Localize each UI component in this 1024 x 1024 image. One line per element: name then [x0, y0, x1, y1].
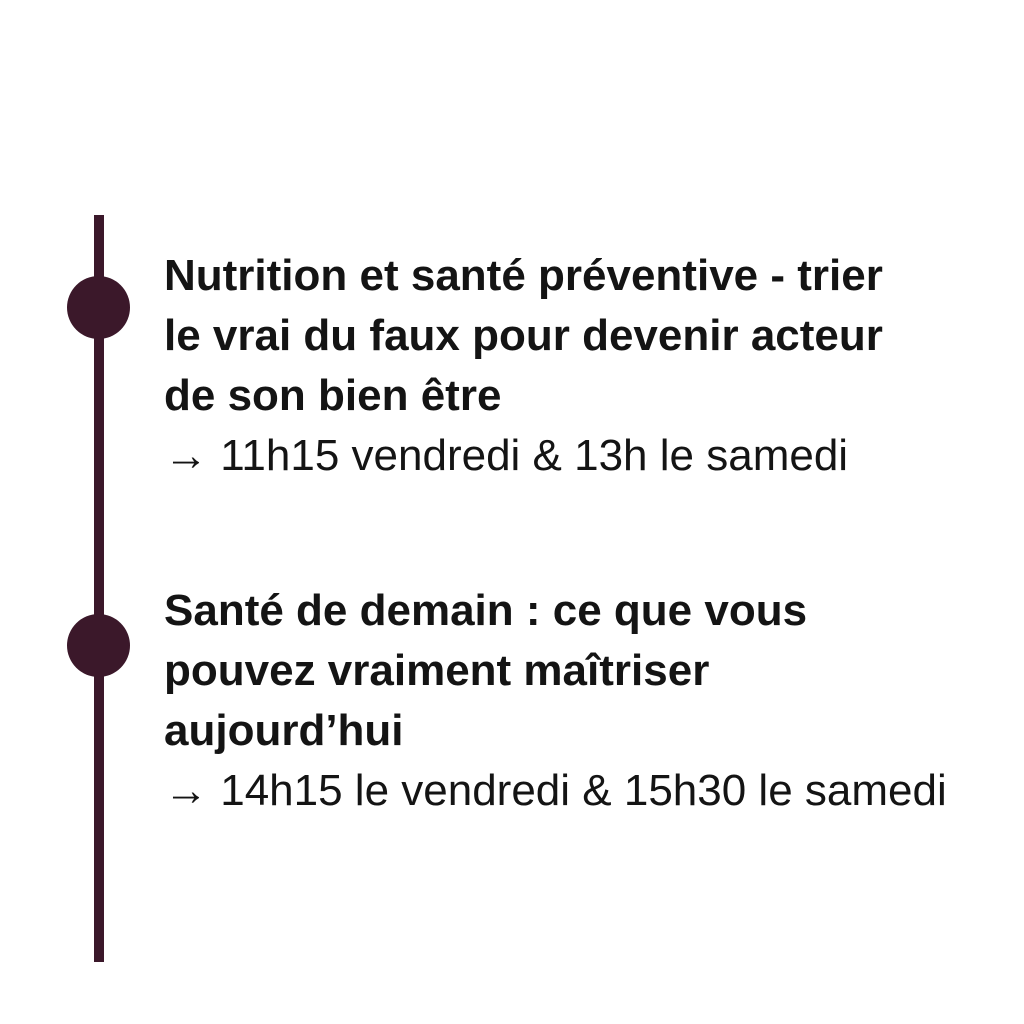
event-title-line: Nutrition et santé préventive - trier — [164, 251, 883, 300]
event-title-line: Santé de demain : ce que vous — [164, 586, 808, 635]
event-title-line: de son bien être — [164, 371, 502, 420]
event-title: Nutrition et santé préventive - trier le… — [164, 246, 883, 426]
event-schedule: → 11h15 vendredi & 13h le samedi — [164, 431, 849, 480]
event-title-line: aujourd’hui — [164, 706, 404, 755]
timeline-node-dot-1 — [67, 276, 130, 339]
event-block-2: Santé de demain : ce que vous pouvez vra… — [164, 581, 947, 821]
event-block-1: Nutrition et santé préventive - trier le… — [164, 246, 883, 486]
timeline-node-dot-2 — [67, 614, 130, 677]
event-title: Santé de demain : ce que vous pouvez vra… — [164, 581, 947, 761]
event-title-line: pouvez vraiment maîtriser — [164, 646, 710, 695]
event-schedule: → 14h15 le vendredi & 15h30 le samedi — [164, 766, 947, 815]
event-title-line: le vrai du faux pour devenir acteur — [164, 311, 883, 360]
timeline-line — [94, 215, 104, 962]
